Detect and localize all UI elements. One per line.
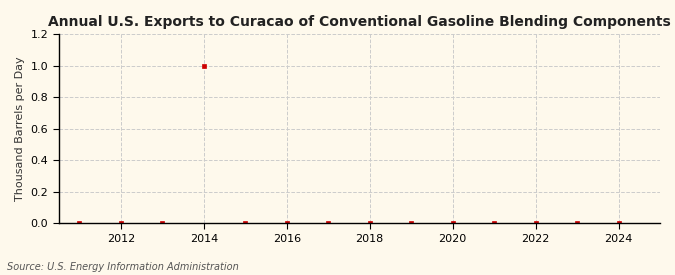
Title: Annual U.S. Exports to Curacao of Conventional Gasoline Blending Components: Annual U.S. Exports to Curacao of Conven…: [48, 15, 671, 29]
Y-axis label: Thousand Barrels per Day: Thousand Barrels per Day: [15, 56, 25, 201]
Text: Source: U.S. Energy Information Administration: Source: U.S. Energy Information Administ…: [7, 262, 238, 272]
